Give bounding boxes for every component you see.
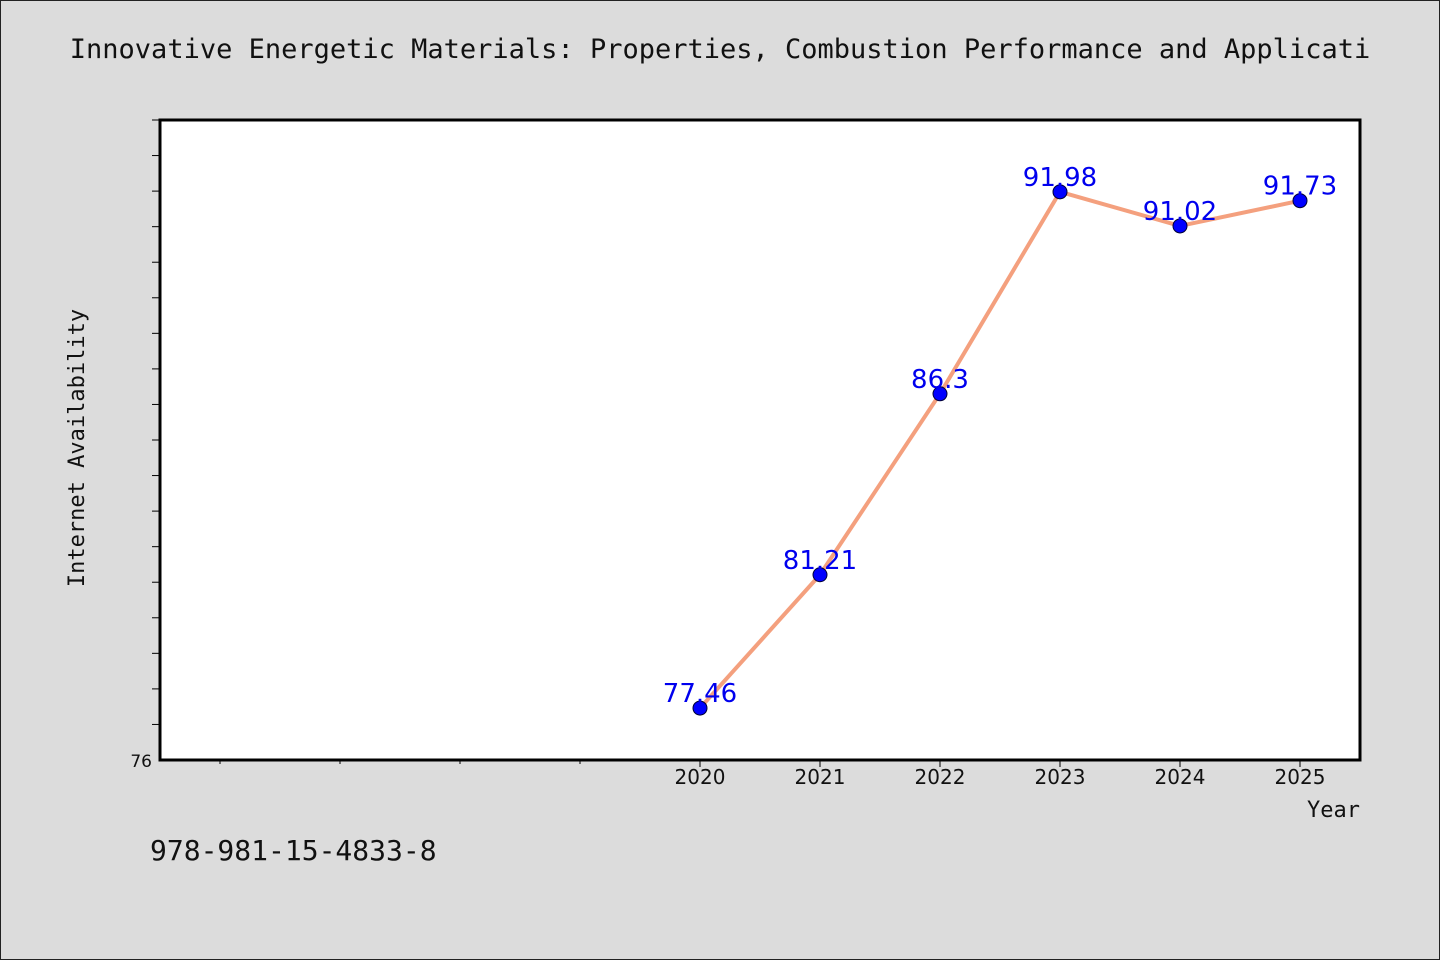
data-point: [1292, 193, 1308, 209]
data-label: 86.3: [911, 365, 969, 395]
series-line: [698, 189, 1301, 710]
x-tick-label: 2025: [1275, 765, 1326, 789]
data-label: 91.73: [1263, 172, 1337, 202]
data-point: [1052, 184, 1068, 200]
series-markers: [692, 184, 1308, 716]
chart-title: Innovative Energetic Materials: Properti…: [69, 34, 1371, 65]
x-axis-title: Year: [1307, 798, 1360, 823]
x-tick-label: 2021: [795, 765, 846, 789]
data-label: 77.46: [663, 679, 737, 709]
data-point: [812, 567, 828, 583]
data-point: [932, 386, 948, 402]
data-point: [1172, 218, 1188, 234]
data-label: 91.98: [1023, 163, 1097, 193]
data-labels: 77.46 81.21 86.3 91.98 91.02 91.73: [663, 163, 1337, 709]
isbn-footer: 978-981-15-4833-8: [150, 834, 437, 867]
data-label: 81.21: [783, 546, 857, 576]
x-tick-label: 2022: [915, 765, 966, 789]
x-axis-ticks: [219, 760, 1301, 767]
plot-area: [158, 118, 1362, 762]
x-tick-label: 2024: [1155, 765, 1206, 789]
data-point: [692, 700, 708, 716]
data-label: 91.02: [1143, 197, 1217, 227]
x-axis-tick-labels: 2020 2021 2022 2023 2024 2025: [675, 765, 1326, 789]
y-axis-ticks: [152, 119, 160, 725]
y-axis-tick-labels: 76: [130, 752, 152, 772]
x-tick-label: 2020: [675, 765, 726, 789]
y-axis-title: Internet Availability: [65, 309, 90, 587]
x-tick-label: 2023: [1035, 765, 1086, 789]
y-tick-label: 76: [130, 752, 152, 772]
